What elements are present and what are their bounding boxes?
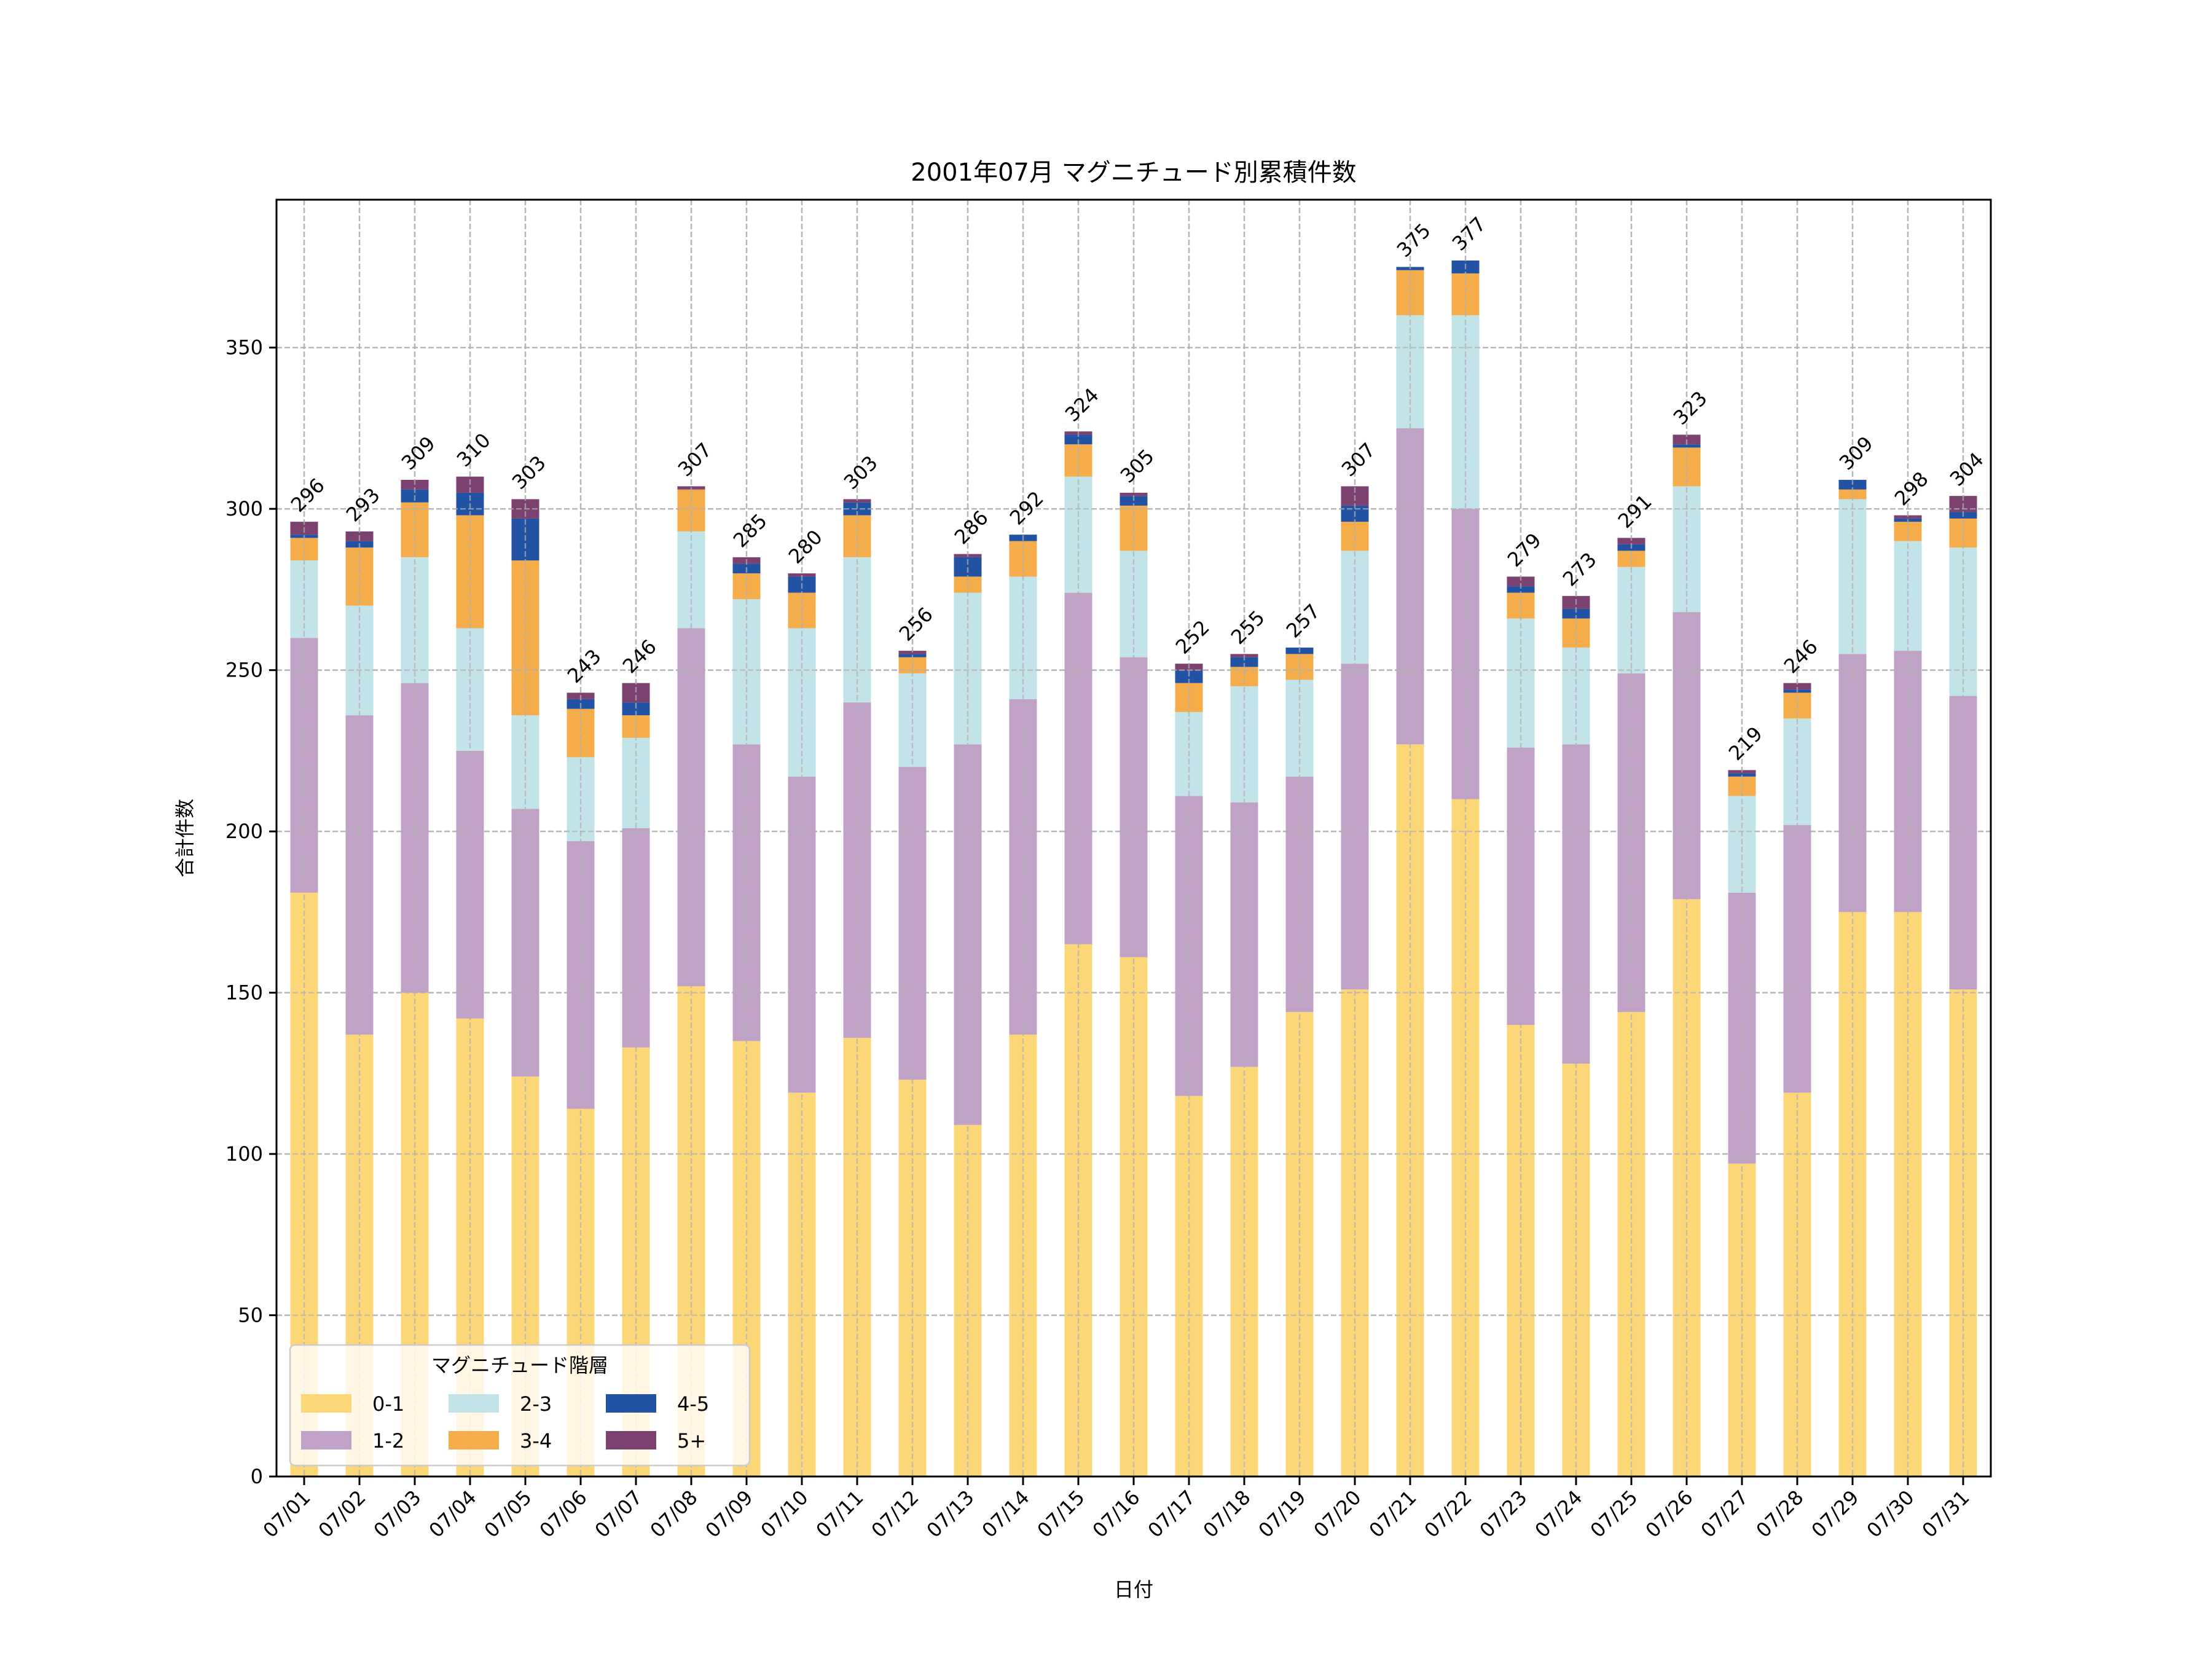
bar-segment-5plus-07-30: [1894, 515, 1922, 519]
bar-segment-1-2-07-11: [843, 702, 871, 1038]
bar-segment-5plus-07-23: [1507, 576, 1535, 587]
bar-segment-5plus-07-25: [1617, 538, 1645, 544]
bar-segment-3-4-07-06: [567, 708, 595, 758]
legend-label: 0-1: [372, 1392, 404, 1416]
bar-segment-5plus-07-11: [843, 499, 871, 503]
grid-overlay: [276, 200, 1991, 1477]
bar-segment-3-4-07-07: [622, 715, 650, 738]
bar-segment-0-1-07-10: [788, 1092, 816, 1477]
bar-segment-4-5-07-24: [1562, 608, 1590, 619]
y-axis: 0 50 100 150 200 250 300 350: [226, 336, 276, 1488]
legend-label: 1-2: [372, 1429, 404, 1453]
bar-segment-4-5-07-23: [1507, 586, 1535, 593]
legend-items: 0-1 1-2 2-3 3-4 4-5 5+: [301, 1392, 709, 1453]
bar-segment-4-5-07-16: [1120, 496, 1148, 506]
y-tick-label: 150: [226, 981, 263, 1005]
legend-title: マグニチュード階層: [431, 1354, 608, 1377]
x-axis-label: 日付: [1114, 1578, 1153, 1601]
bar-segment-3-4-07-23: [1507, 592, 1535, 619]
bar-segment-0-1-07-28: [1783, 1092, 1811, 1477]
bar-segment-4-5-07-07: [622, 702, 650, 716]
bar-segment-3-4-07-01: [290, 538, 318, 561]
legend: マグニチュード階層 0-1 1-2 2-3 3-4 4-5 5+: [289, 1344, 751, 1467]
bar-segment-4-5-07-26: [1673, 444, 1701, 448]
y-tick-label: 350: [226, 336, 263, 359]
chart-title: 2001年07月 マグニチュード別累積件数: [911, 159, 1356, 187]
legend-swatch: [606, 1431, 656, 1449]
bar-segment-1-2-07-09: [732, 744, 761, 1041]
y-tick-label: 0: [251, 1465, 263, 1488]
bar-segment-5plus-07-16: [1120, 492, 1148, 496]
bar-segment-4-5-07-17: [1175, 670, 1203, 683]
y-tick-label: 100: [226, 1142, 263, 1166]
legend-swatch: [606, 1394, 656, 1413]
legend-label: 5+: [677, 1429, 706, 1453]
y-tick-label: 50: [238, 1304, 263, 1327]
y-axis-label: 合計件数: [173, 799, 197, 877]
y-tick-label: 200: [226, 820, 263, 843]
legend-swatch: [301, 1431, 351, 1449]
bar-segment-2-3-07-14: [1009, 576, 1037, 699]
bar-segment-2-3-07-11: [843, 557, 871, 703]
legend-swatch: [301, 1394, 351, 1413]
legend-swatch: [449, 1431, 499, 1449]
legend-swatch: [449, 1394, 499, 1413]
y-tick-label: 250: [226, 659, 263, 682]
legend-label: 2-3: [520, 1392, 552, 1416]
bar-segment-5plus-07-10: [788, 573, 816, 577]
bar-segment-1-2-07-30: [1894, 651, 1922, 912]
legend-label: 3-4: [520, 1429, 552, 1453]
bar-segment-1-2-07-03: [401, 683, 429, 993]
bar-segment-5plus-07-28: [1783, 683, 1811, 690]
y-tick-label: 300: [226, 497, 263, 520]
bar-segment-4-5-07-18: [1230, 657, 1258, 667]
bar-segment-1-2-07-22: [1451, 509, 1480, 799]
legend-label: 4-5: [677, 1392, 709, 1416]
bar-segment-3-4-07-29: [1838, 489, 1867, 500]
